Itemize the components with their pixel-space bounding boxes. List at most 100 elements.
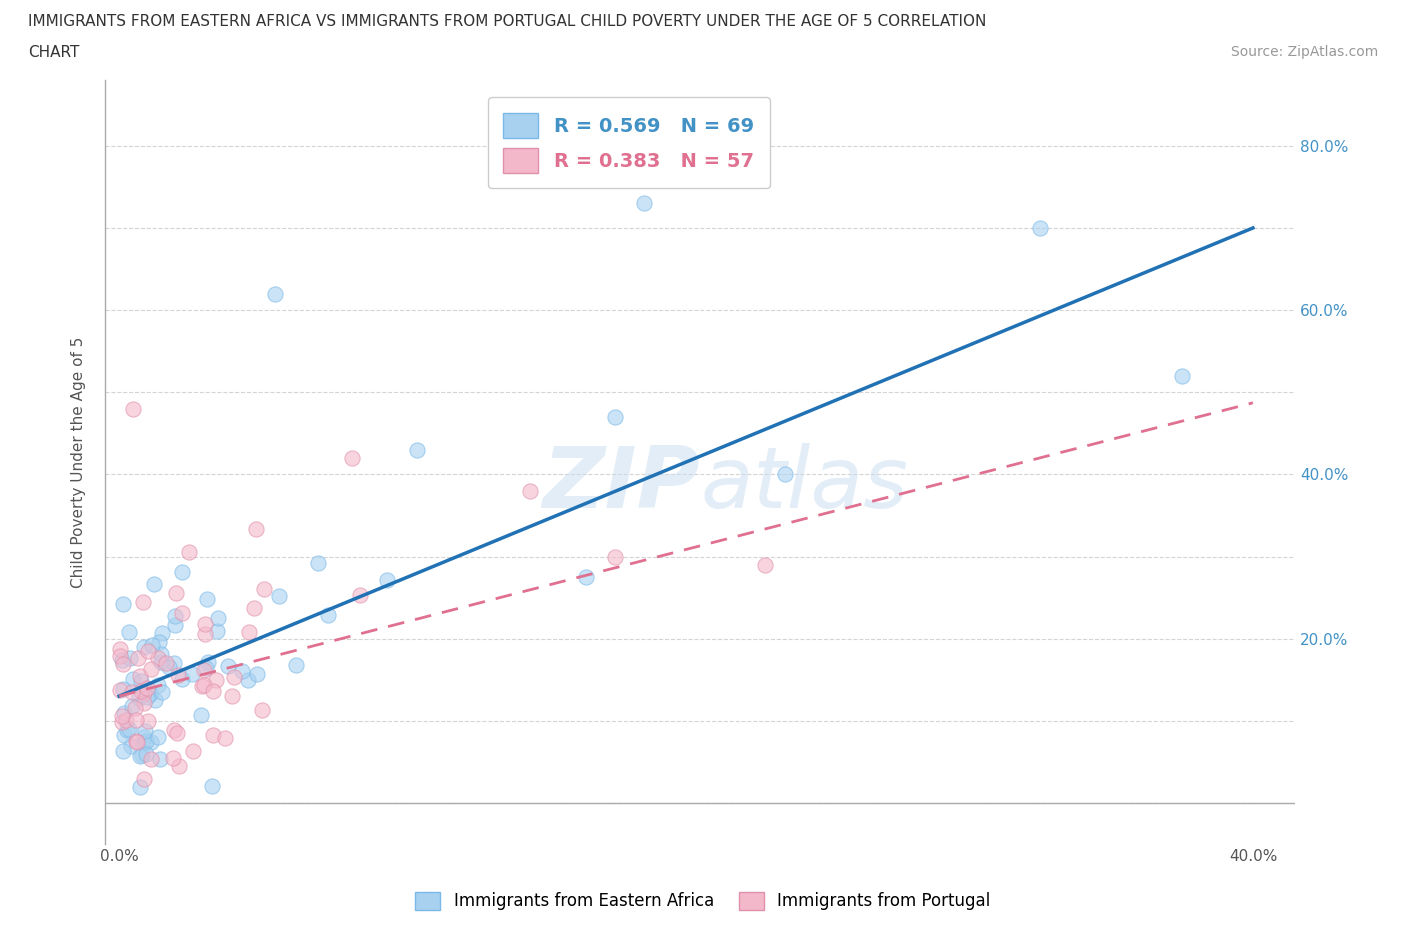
Point [157, 660, 180, 675]
Point [155, 656, 177, 671]
Point [605, 409, 627, 424]
Point [197, 655, 219, 670]
Point [121, 672, 143, 687]
Point [111, 682, 134, 697]
Point [349, 588, 371, 603]
Point [111, 743, 134, 758]
Point [172, 671, 194, 686]
Text: Source: ZipAtlas.com: Source: ZipAtlas.com [1230, 45, 1378, 59]
Point [136, 690, 159, 705]
Point [112, 727, 135, 742]
Point [118, 625, 141, 640]
Point [375, 572, 398, 587]
Point [194, 617, 217, 631]
Point [129, 749, 152, 764]
Point [217, 659, 239, 674]
Point [222, 670, 245, 684]
Point [141, 735, 163, 750]
Point [125, 713, 148, 728]
Point [405, 443, 427, 458]
Point [112, 706, 135, 721]
Point [633, 196, 655, 211]
Point [181, 667, 204, 682]
Point [250, 702, 273, 717]
Point [243, 601, 266, 616]
Point [134, 724, 156, 739]
Point [138, 644, 160, 658]
Point [111, 653, 134, 668]
Point [120, 738, 142, 753]
Point [132, 771, 155, 786]
Point [605, 549, 627, 564]
Point [205, 624, 228, 639]
Point [110, 682, 132, 697]
Point [146, 729, 169, 744]
Point [142, 577, 165, 591]
Point [128, 691, 150, 706]
Point [122, 401, 145, 416]
Point [194, 660, 217, 675]
Point [125, 735, 148, 750]
Point [194, 627, 217, 642]
Point [149, 647, 172, 662]
Point [121, 685, 143, 700]
Point [172, 605, 194, 620]
Point [121, 698, 143, 713]
Point [205, 672, 228, 687]
Point [112, 597, 135, 612]
Point [201, 684, 224, 698]
Point [221, 688, 243, 703]
Point [1171, 368, 1194, 383]
Point [177, 545, 200, 560]
Point [165, 608, 187, 623]
Point [238, 624, 260, 639]
Point [146, 677, 169, 692]
Point [145, 692, 167, 707]
Point [129, 684, 152, 698]
Point [128, 669, 150, 684]
Text: ZIP: ZIP [543, 444, 700, 526]
Legend: Immigrants from Eastern Africa, Immigrants from Portugal: Immigrants from Eastern Africa, Immigran… [409, 885, 997, 917]
Point [264, 286, 287, 301]
Point [166, 725, 188, 740]
Point [135, 747, 157, 762]
Point [165, 586, 187, 601]
Point [163, 723, 186, 737]
Point [118, 721, 141, 736]
Point [246, 667, 269, 682]
Point [284, 658, 307, 672]
Point [519, 484, 541, 498]
Point [245, 521, 267, 536]
Point [231, 663, 253, 678]
Y-axis label: Child Poverty Under the Age of 5: Child Poverty Under the Age of 5 [72, 337, 86, 588]
Point [150, 626, 173, 641]
Point [253, 581, 276, 596]
Point [163, 655, 186, 670]
Point [267, 589, 290, 604]
Point [114, 712, 136, 727]
Point [148, 634, 170, 649]
Point [162, 751, 184, 765]
Point [139, 751, 162, 766]
Point [172, 565, 194, 579]
Point [141, 638, 163, 653]
Point [316, 608, 339, 623]
Point [132, 730, 155, 745]
Point [111, 709, 134, 724]
Point [149, 751, 172, 766]
Text: atlas: atlas [700, 444, 908, 526]
Legend: R = 0.569   N = 69, R = 0.383   N = 57: R = 0.569 N = 69, R = 0.383 N = 57 [488, 98, 769, 188]
Point [193, 677, 215, 692]
Point [236, 672, 259, 687]
Point [120, 651, 142, 666]
Point [340, 450, 363, 465]
Point [181, 744, 204, 759]
Point [129, 780, 152, 795]
Point [108, 642, 131, 657]
Point [115, 723, 138, 737]
Point [201, 728, 224, 743]
Point [124, 700, 146, 715]
Point [136, 714, 159, 729]
Point [135, 680, 157, 695]
Point [110, 649, 132, 664]
